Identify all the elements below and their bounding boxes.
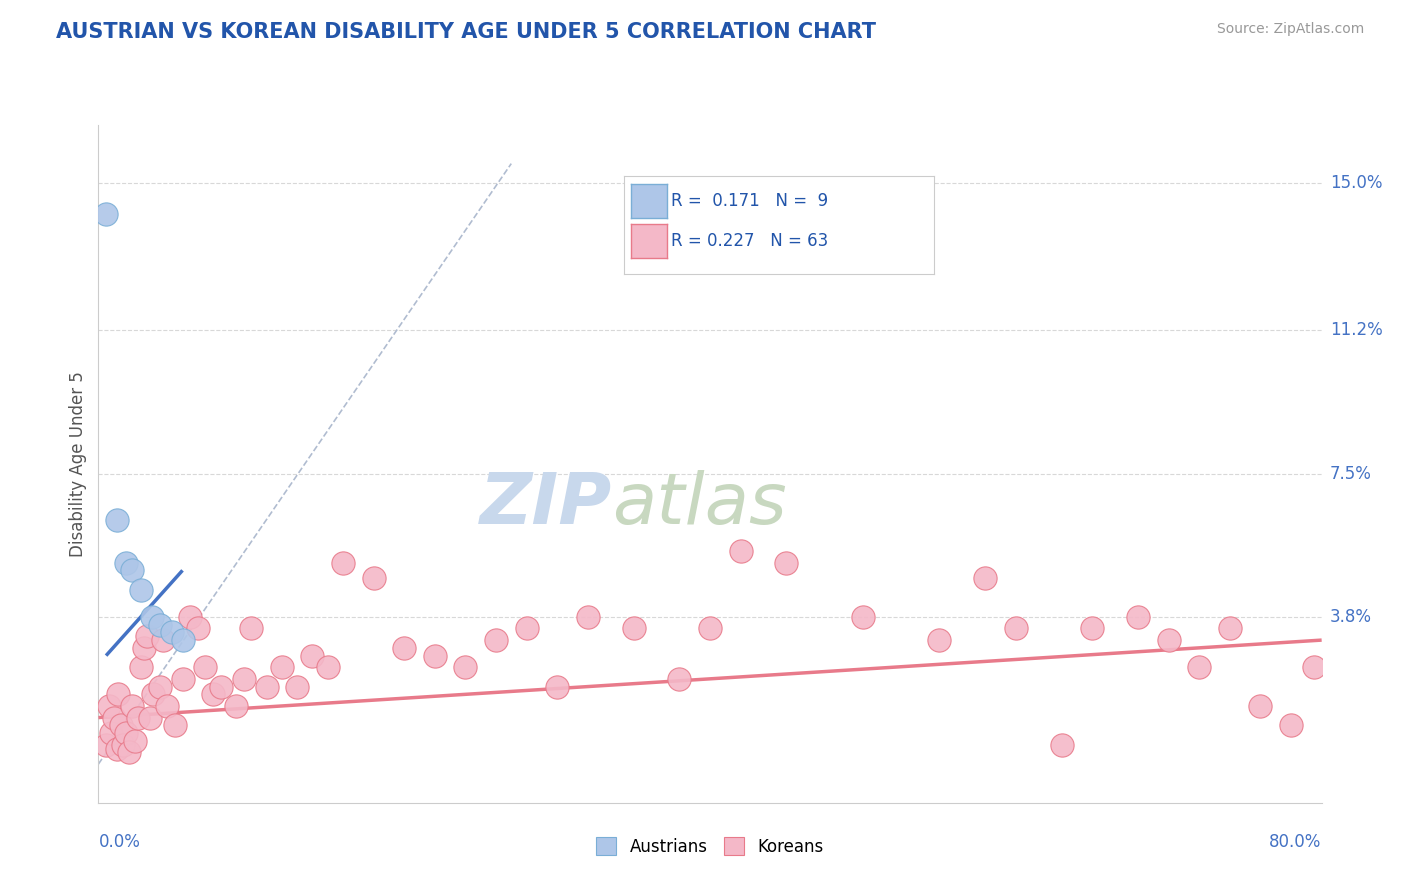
Point: [1250, 698, 1272, 713]
Point: [156, 698, 179, 713]
Point: [179, 610, 201, 624]
Point: [98, 698, 121, 713]
Point: [149, 617, 172, 632]
Point: [332, 556, 354, 570]
Point: [152, 633, 174, 648]
Text: 11.2%: 11.2%: [1330, 321, 1382, 339]
Point: [1050, 738, 1073, 752]
Point: [121, 563, 143, 577]
Point: [105, 513, 128, 527]
Point: [1157, 633, 1180, 648]
Point: [110, 718, 132, 732]
Point: [115, 726, 138, 740]
Point: [1219, 622, 1241, 636]
Point: [363, 571, 385, 585]
Text: ZIP: ZIP: [479, 470, 612, 539]
Point: [546, 680, 568, 694]
Text: R = 0.227   N = 63: R = 0.227 N = 63: [671, 232, 828, 250]
Point: [301, 648, 323, 663]
Point: [202, 687, 225, 701]
Point: [100, 726, 122, 740]
Point: [139, 710, 162, 724]
Text: 0.0%: 0.0%: [98, 833, 141, 851]
Point: [134, 640, 156, 655]
Point: [111, 738, 134, 752]
Text: R =  0.171   N =  9: R = 0.171 N = 9: [671, 192, 828, 210]
Point: [160, 625, 183, 640]
Point: [576, 610, 599, 624]
Point: [136, 629, 159, 643]
Point: [118, 746, 141, 760]
Text: 80.0%: 80.0%: [1270, 833, 1322, 851]
Point: [172, 633, 194, 648]
Point: [232, 672, 254, 686]
Point: [1279, 718, 1302, 732]
Point: [1004, 622, 1026, 636]
Point: [775, 556, 797, 570]
Text: 7.5%: 7.5%: [1330, 465, 1372, 483]
Point: [94, 738, 117, 752]
Point: [149, 680, 172, 694]
Point: [730, 544, 752, 558]
Point: [454, 660, 477, 674]
Point: [974, 571, 997, 585]
Point: [699, 622, 721, 636]
Point: [1081, 622, 1104, 636]
Point: [270, 660, 294, 674]
Point: [852, 610, 875, 624]
Point: [94, 207, 117, 221]
Point: [107, 687, 129, 701]
Point: [423, 648, 446, 663]
Point: [1188, 660, 1211, 674]
Point: [1128, 610, 1150, 624]
Point: [124, 734, 146, 748]
Point: [516, 622, 538, 636]
Point: [285, 680, 308, 694]
Point: [115, 556, 138, 570]
Point: [163, 718, 186, 732]
Point: [141, 610, 163, 624]
Text: AUSTRIAN VS KOREAN DISABILITY AGE UNDER 5 CORRELATION CHART: AUSTRIAN VS KOREAN DISABILITY AGE UNDER …: [56, 22, 876, 42]
Point: [209, 680, 232, 694]
Point: [129, 660, 152, 674]
Point: [103, 710, 125, 724]
Point: [928, 633, 950, 648]
Point: [127, 710, 149, 724]
Point: [121, 698, 143, 713]
Point: [129, 582, 152, 597]
Point: [105, 741, 128, 756]
Point: [187, 622, 209, 636]
Point: [240, 622, 263, 636]
Point: [623, 622, 645, 636]
Point: [194, 660, 217, 674]
Point: [1303, 660, 1326, 674]
Point: [225, 698, 247, 713]
Point: [172, 672, 194, 686]
Text: Source: ZipAtlas.com: Source: ZipAtlas.com: [1216, 22, 1364, 37]
Point: [256, 680, 278, 694]
Point: [392, 640, 416, 655]
Point: [485, 633, 508, 648]
Text: 15.0%: 15.0%: [1330, 174, 1382, 192]
Point: [668, 672, 690, 686]
Point: [316, 660, 339, 674]
Point: [142, 687, 165, 701]
Text: atlas: atlas: [612, 470, 787, 539]
Y-axis label: Disability Age Under 5: Disability Age Under 5: [69, 371, 87, 557]
Legend: Austrians, Koreans: Austrians, Koreans: [589, 830, 831, 863]
Text: 3.8%: 3.8%: [1330, 607, 1372, 626]
